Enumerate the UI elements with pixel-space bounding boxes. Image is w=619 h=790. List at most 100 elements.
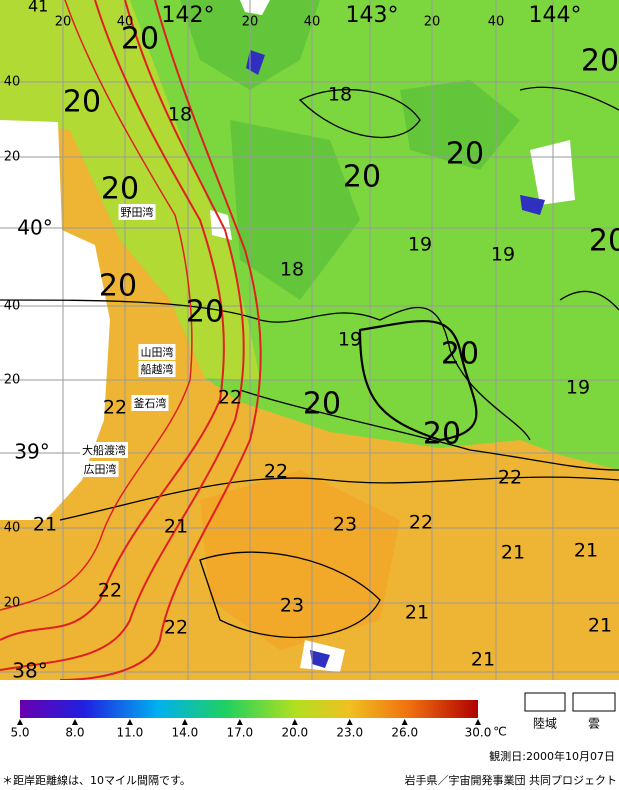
minute-label: 20 (55, 15, 72, 30)
contour-label: 21 (405, 602, 429, 624)
bay-label-bg (138, 361, 176, 377)
bay-label: 船越湾 (141, 362, 174, 376)
graticule (0, 0, 619, 680)
colorbar (20, 700, 478, 718)
colorbar-tick-label: 26.0 (391, 726, 418, 740)
contour-label: 21 (33, 514, 57, 536)
longitude-label: 143° (346, 3, 399, 28)
contour-label: 18 (280, 259, 304, 281)
minute-label: 40 (4, 521, 21, 536)
colorbar-tick-label: 23.0 (336, 726, 363, 740)
contour-label: 19 (566, 377, 590, 399)
contour-label: 20 (423, 417, 461, 452)
contour-label: 22 (498, 467, 522, 489)
contour-label: 20 (446, 137, 484, 172)
minute-label: 40 (488, 15, 505, 30)
contour (0, 86, 619, 638)
contour-label: 20 (581, 44, 619, 79)
legend-label: 雲 (588, 717, 600, 731)
bay-label-bg (80, 442, 128, 458)
observation-date: 観測日:2000年10月07日 (489, 749, 615, 763)
colorbar-tick (236, 719, 243, 725)
contour-label: 23 (280, 595, 304, 617)
bay-label: 山田湾 (141, 345, 174, 359)
colorbar-tick (126, 719, 133, 725)
contour-label: 20 (186, 295, 224, 330)
bay-label-bg (131, 395, 169, 411)
bay-label: 野田湾 (121, 205, 154, 219)
credit: 岩手県／宇宙開発事業団 共同プロジェクト (405, 773, 618, 787)
contour-label: 20 (99, 269, 137, 304)
contour-label: 22 (164, 617, 188, 639)
colorbar-tick (401, 719, 408, 725)
colorbar-tick-label: 14.0 (172, 726, 199, 740)
corner-label: 41 (28, 0, 48, 16)
contour-label: 19 (338, 329, 362, 351)
minute-label: 20 (4, 150, 21, 165)
contour-label: 21 (588, 615, 612, 637)
minute-label: 40 (304, 15, 321, 30)
contour-label: 22 (264, 461, 288, 483)
contour-label: 18 (168, 104, 192, 126)
bay-label-bg (118, 204, 156, 220)
colorbar-tick-label: 11.0 (117, 726, 144, 740)
minute-label: 20 (242, 15, 259, 30)
longitude-label: 142° (162, 3, 215, 28)
legend-swatch-land (524, 692, 566, 712)
contour-label: 20 (589, 224, 619, 259)
contour-label: 18 (328, 84, 352, 106)
latitude-label: 38° (12, 659, 47, 683)
contour-label: 22 (218, 387, 242, 409)
green-patch (180, 0, 520, 300)
contour-label: 21 (501, 542, 525, 564)
contour-label: 20 (441, 337, 479, 372)
colorbar-tick (71, 719, 78, 725)
contour-label: 22 (103, 397, 127, 419)
colorbar-tick (181, 719, 188, 725)
colorbar-unit: ℃ (493, 725, 506, 739)
contour-label: 23 (333, 514, 357, 536)
latitude-label: 39° (14, 440, 49, 464)
map (0, 0, 619, 680)
minute-label: 40 (117, 15, 134, 30)
minute-label: 40 (4, 75, 21, 90)
minute-label: 20 (424, 15, 441, 30)
colorbar-tick (17, 719, 23, 725)
colorbar-tick-label: 20.0 (281, 726, 308, 740)
contour-label: 21 (164, 516, 188, 538)
contour-label: 21 (574, 540, 598, 562)
contour-label: 21 (471, 649, 495, 671)
colorbar-tick-label: 5.0 (10, 726, 29, 740)
distance-line (0, 0, 262, 680)
bay-label: 大船渡湾 (82, 443, 126, 457)
transition-water (0, 0, 260, 380)
land (0, 120, 110, 520)
contour-label: 19 (491, 244, 515, 266)
contour-label: 22 (98, 580, 122, 602)
colorbar-tick-label: 17.0 (226, 726, 253, 740)
legend-swatch-cloud (572, 692, 616, 712)
contour-label: 20 (121, 22, 159, 57)
minute-label: 40 (4, 299, 21, 314)
longitude-label: 144° (529, 3, 582, 28)
bay-label-bg (138, 344, 176, 360)
contour-label: 19 (408, 234, 432, 256)
legend-label: 陸域 (533, 717, 557, 731)
latitude-label: 40° (17, 216, 52, 240)
bay-label-bg (81, 461, 119, 477)
contour-label: 22 (409, 512, 433, 534)
bay-label: 釜石湾 (134, 396, 167, 410)
colorbar-tick-label: 8.0 (65, 726, 84, 740)
contour-label: 20 (343, 160, 381, 195)
footnote: ＊距岸距離線は、10マイル間隔です。 (2, 773, 191, 787)
bay-label: 広田湾 (84, 462, 117, 476)
colorbar-tick-label: 30.0 (465, 726, 492, 740)
contour-label: 20 (63, 85, 101, 120)
colorbar-tick (475, 719, 481, 725)
colorbar-tick (291, 719, 298, 725)
minute-label: 20 (4, 373, 21, 388)
colorbar-tick (346, 719, 353, 725)
contour-label: 20 (303, 387, 341, 422)
contour-label: 20 (101, 172, 139, 207)
